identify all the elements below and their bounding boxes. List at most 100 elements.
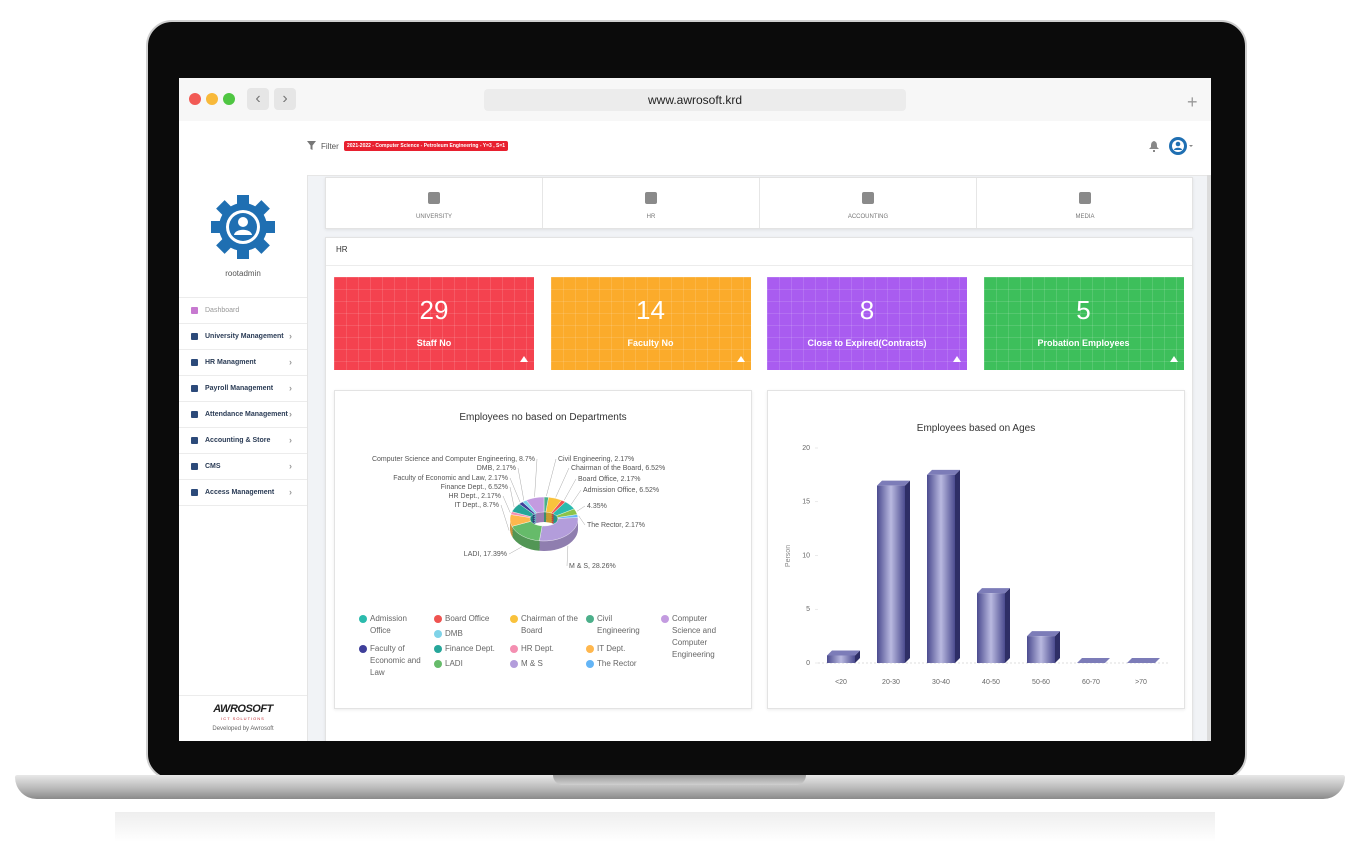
legend-item[interactable]: M & S — [510, 658, 578, 670]
legend-dot — [586, 660, 594, 668]
tab-icon — [862, 192, 874, 204]
filter-value[interactable]: 2021-2022 - Computer Science - Petroleum… — [344, 141, 509, 151]
tab-icon — [428, 192, 440, 204]
legend-dot — [434, 660, 442, 668]
menu-label: Access Management — [205, 489, 275, 496]
bar-top — [877, 480, 910, 486]
leader-line — [563, 478, 577, 501]
close-dot[interactable] — [189, 93, 201, 105]
menu-arrow: › — [289, 487, 292, 497]
y-tick-label: 10 — [802, 552, 810, 559]
menu-arrow: › — [289, 383, 292, 393]
legend-item[interactable]: Admission Office — [359, 613, 427, 637]
legend-dot — [434, 645, 442, 653]
user-menu[interactable] — [1167, 135, 1195, 157]
menu-item[interactable]: Access Management › — [179, 480, 307, 506]
leader-line — [509, 477, 521, 503]
app-header: Filter 2021-2022 - Computer Science - Pe… — [179, 121, 1211, 176]
stat-label: Close to Expired(Contracts) — [807, 338, 927, 348]
legend-dot — [510, 615, 518, 623]
legend-item[interactable]: Faculty of Economic and Law — [359, 643, 427, 679]
menu-icon — [191, 385, 198, 392]
legend-item[interactable]: IT Dept. — [586, 643, 654, 655]
tab-label: HR — [646, 214, 656, 220]
menu-arrow: › — [289, 331, 292, 341]
y-tick-label: 15 — [802, 499, 810, 506]
menu-label: Payroll Management — [205, 385, 274, 392]
tab[interactable]: UNIVERSITY — [326, 178, 543, 228]
bar-side — [905, 480, 910, 663]
data-label: Chairman of the Board, 6.52% — [571, 465, 665, 472]
tab-icon — [645, 192, 657, 204]
legend-item[interactable]: LADI — [434, 658, 502, 670]
menu-label: CMS — [205, 463, 221, 470]
minimize-dot[interactable] — [206, 93, 218, 105]
legend-item[interactable]: Chairman of the Board — [510, 613, 578, 637]
stat-label: Staff No — [416, 338, 452, 348]
data-label: Computer Science and Computer Engineerin… — [372, 456, 535, 463]
bar-side — [855, 650, 860, 663]
bar-side — [1055, 631, 1060, 663]
stat-card[interactable]: 8 Close to Expired(Contracts) — [767, 277, 967, 370]
stat-value: 8 — [859, 295, 875, 325]
menu-item[interactable]: Attendance Management › — [179, 402, 307, 428]
legend-item[interactable]: Civil Engineering — [586, 613, 654, 637]
bar-top — [1077, 658, 1110, 663]
x-tick-label: <20 — [835, 679, 847, 686]
forward-button[interactable]: › — [274, 88, 296, 110]
menu-item[interactable]: CMS › — [179, 454, 307, 480]
logo-tagline: ICT SOLUTIONS — [221, 716, 265, 721]
legend-label: Finance Dept. — [445, 644, 495, 653]
bar-top — [1127, 658, 1160, 663]
menu-item[interactable]: Dashboard — [179, 298, 307, 324]
data-label: The Rector, 2.17% — [587, 522, 645, 529]
legend-label: Computer Science and Computer Engineerin… — [672, 614, 717, 659]
legend-item[interactable]: HR Dept. — [510, 643, 578, 655]
filter-label[interactable]: Filter — [321, 142, 339, 151]
stat-card[interactable]: 14 Faculty No — [550, 277, 751, 370]
tab-panel: UNIVERSITY HR ACCOUNTING MEDIA — [325, 177, 1193, 229]
legend-label: Faculty of Economic and Law — [370, 644, 421, 677]
laptop-notch — [553, 775, 806, 785]
stat-card[interactable]: 5 Probation Employees — [983, 277, 1184, 370]
slice — [525, 496, 545, 514]
legend-item[interactable]: DMB — [434, 628, 502, 640]
legend-label: Board Office — [445, 614, 490, 623]
notification-icon[interactable] — [1149, 141, 1159, 152]
tab[interactable]: HR — [543, 178, 760, 228]
bar-card: Employees based on Ages Person 0 5 10 15 20 <20… — [767, 390, 1185, 709]
legend-dot — [586, 615, 594, 623]
scrollbar[interactable] — [1207, 175, 1211, 741]
legend-dot — [510, 645, 518, 653]
legend-item[interactable]: Finance Dept. — [434, 643, 502, 655]
tab-label: UNIVERSITY — [415, 214, 452, 220]
tab[interactable]: MEDIA — [977, 178, 1193, 228]
back-button[interactable]: ‹ — [247, 88, 269, 110]
menu-item[interactable]: Payroll Management › — [179, 376, 307, 402]
tab[interactable]: ACCOUNTING — [760, 178, 977, 228]
legend-item[interactable]: Computer Science and Computer Engineerin… — [661, 613, 729, 661]
data-label: Faculty of Economic and Law, 2.17% — [393, 475, 508, 482]
address-bar[interactable]: www.awrosoft.krd — [484, 89, 906, 111]
maximize-dot[interactable] — [223, 93, 235, 105]
stat-value: 29 — [419, 295, 449, 325]
menu-item[interactable]: Accounting & Store › — [179, 428, 307, 454]
menu-arrow: › — [289, 409, 292, 419]
stat-label: Probation Employees — [1037, 338, 1130, 348]
stat-value: 14 — [636, 295, 665, 325]
leader-line — [570, 489, 582, 505]
menu-item[interactable]: HR Managment › — [179, 350, 307, 376]
legend-label: LADI — [445, 659, 463, 668]
legend-item[interactable]: Board Office — [434, 613, 502, 625]
bar-top — [1027, 631, 1060, 637]
stat-card[interactable]: 29 Staff No — [334, 277, 534, 370]
data-label: Admission Office, 6.52% — [583, 487, 659, 494]
chart-title: Employees based on Ages — [917, 423, 1035, 434]
legend-label: Civil Engineering — [597, 614, 640, 635]
legend-item[interactable]: The Rector — [586, 658, 654, 670]
stat-arrow — [953, 356, 961, 362]
new-tab[interactable]: + — [1187, 92, 1198, 112]
menu-item[interactable]: University Management › — [179, 324, 307, 350]
legend-dot — [359, 615, 367, 623]
